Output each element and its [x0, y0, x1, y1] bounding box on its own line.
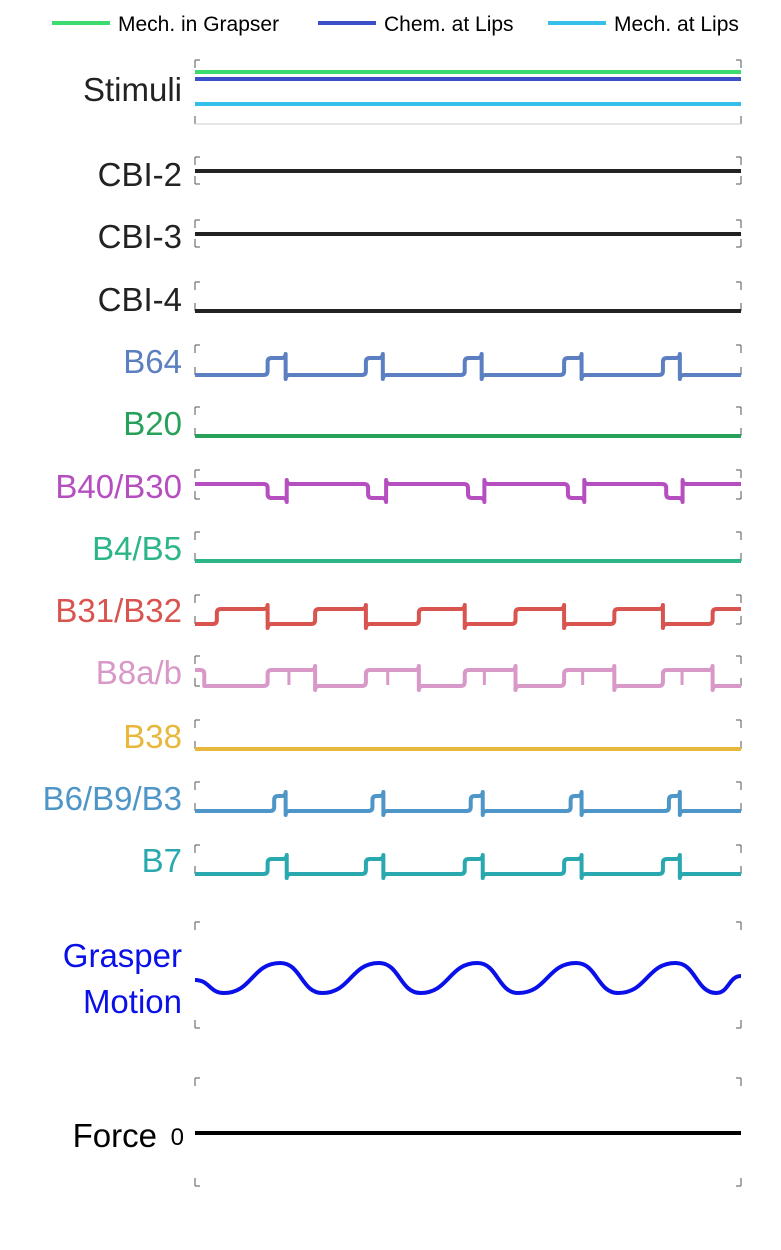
panel: CBI-3 [98, 218, 742, 255]
panel: B7 [142, 842, 742, 880]
axis-tick [736, 1178, 742, 1187]
axis-tick [736, 921, 742, 930]
axis-tick [194, 921, 200, 930]
axis-tick [736, 156, 742, 165]
axis-tick [194, 239, 200, 248]
panel: B8a/b [96, 654, 742, 692]
panel-label: B20 [123, 405, 182, 442]
panel-label: B4/B5 [92, 530, 182, 567]
axis-tick [194, 678, 200, 687]
panel-label: B8a/b [96, 654, 182, 691]
trace-line [195, 478, 741, 504]
legend: Mech. in Grapser Chem. at Lips Mech. at Li… [52, 13, 739, 36]
axis-tick [736, 616, 742, 625]
trace-line [195, 664, 741, 692]
axis-tick [194, 469, 200, 478]
trace-line [195, 790, 741, 817]
axis-tick [194, 344, 200, 353]
panel-label: B38 [123, 718, 182, 755]
legend-label: Mech. in Grapser [118, 13, 279, 36]
axis-tick [194, 1020, 200, 1029]
panel-label: B6/B9/B3 [43, 780, 182, 817]
panel: Stimuli [83, 59, 742, 125]
axis-tick [736, 1020, 742, 1029]
axis-tick [736, 281, 742, 290]
axis-tick [736, 491, 742, 500]
panel: CBI-4 [98, 281, 742, 318]
panel-label: B7 [142, 842, 182, 879]
axis-tick [194, 1077, 200, 1086]
panel: B20 [123, 405, 742, 442]
axis-tick [194, 844, 200, 853]
panel-label: CBI-3 [98, 218, 182, 255]
axis-tick [194, 406, 200, 415]
panel-label: B31/B32 [55, 592, 182, 629]
axis-tick [194, 719, 200, 728]
axis-tick [736, 59, 742, 68]
axis-tick [736, 344, 742, 353]
axis-tick [194, 491, 200, 500]
ytick-label: 0 [171, 1124, 184, 1151]
axis-tick [736, 531, 742, 540]
axis-tick [194, 781, 200, 790]
axis-tick [194, 594, 200, 603]
panel: Force 0 [73, 1077, 742, 1187]
axis-tick [736, 239, 742, 248]
trace-line [195, 352, 741, 381]
panel: B64 [123, 343, 742, 381]
axis-tick [194, 176, 200, 185]
legend-label: Chem. at Lips [384, 13, 514, 36]
panel: B6/B9/B3 [43, 780, 742, 817]
legend-label: Mech. at Lips [614, 13, 739, 36]
panel: B4/B5 [92, 530, 742, 567]
axis-tick [194, 1178, 200, 1187]
panel-label: CBI-2 [98, 156, 182, 193]
axis-tick [736, 719, 742, 728]
panel: Grasper Motion [63, 921, 742, 1029]
panel: CBI-2 [98, 156, 742, 193]
chart-panels: Stimuli CBI-2 CBI-3 CBI-4 B64 B20 B40/B30 B4/B5… [43, 59, 742, 1187]
axis-tick [736, 406, 742, 415]
panel-label: Motion [83, 983, 182, 1020]
axis-tick [194, 116, 200, 125]
panel-label: B40/B30 [55, 468, 182, 505]
panel: B38 [123, 718, 742, 755]
axis-tick [194, 59, 200, 68]
axis-tick [194, 531, 200, 540]
axis-tick [736, 219, 742, 228]
axis-tick [736, 469, 742, 478]
axis-tick [194, 655, 200, 664]
axis-tick [736, 176, 742, 185]
trace-line [195, 603, 741, 630]
panel-label: B64 [123, 343, 182, 380]
trace-line [194, 961, 742, 995]
axis-tick [736, 594, 742, 603]
panel-label: Force [73, 1117, 157, 1154]
panel: B31/B32 [55, 592, 742, 630]
axis-tick [736, 1077, 742, 1086]
panel-label: Stimuli [83, 71, 182, 108]
panel: B40/B30 [55, 468, 742, 505]
axis-tick [736, 116, 742, 125]
axis-tick [194, 156, 200, 165]
axis-tick [194, 281, 200, 290]
trace-line [195, 853, 741, 880]
axis-tick [736, 655, 742, 664]
axis-tick [736, 844, 742, 853]
axis-tick [736, 781, 742, 790]
axis-tick [194, 219, 200, 228]
panel-label: Grasper [63, 937, 182, 974]
panel-label: CBI-4 [98, 281, 182, 318]
